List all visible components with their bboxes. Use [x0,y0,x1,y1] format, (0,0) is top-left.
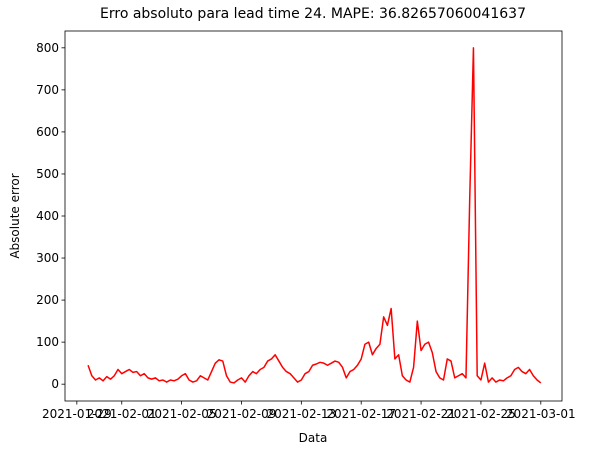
y-tick-label: 800 [36,41,59,55]
y-tick-label: 200 [36,293,59,307]
y-tick-label: 700 [36,83,59,97]
x-tick-label: 2021-02-01 [87,407,157,421]
x-tick-label: 2021-02-25 [446,407,516,421]
y-axis-label: Absolute error [8,173,22,258]
x-tick-label: 2021-01-29 [42,407,112,421]
y-tick-label: 500 [36,167,59,181]
y-tick-label: 400 [36,209,59,223]
y-tick-label: 300 [36,251,59,265]
line [87,47,542,384]
x-tick-label: 2021-02-05 [147,407,217,421]
x-tick-label: 2021-02-09 [207,407,277,421]
x-tick-label: 2021-02-21 [386,407,456,421]
x-tick-label: 2021-02-17 [326,407,396,421]
y-tick-label: 600 [36,125,59,139]
y-tick-label: 100 [36,335,59,349]
plot-frame [64,30,563,402]
x-axis-label: Data [299,431,328,445]
y-tick-label: 0 [51,377,59,391]
x-tick-label: 2021-02-13 [266,407,336,421]
x-tick-label: 2021-03-01 [506,407,576,421]
chart-title: Erro absoluto para lead time 24. MAPE: 3… [100,6,526,22]
